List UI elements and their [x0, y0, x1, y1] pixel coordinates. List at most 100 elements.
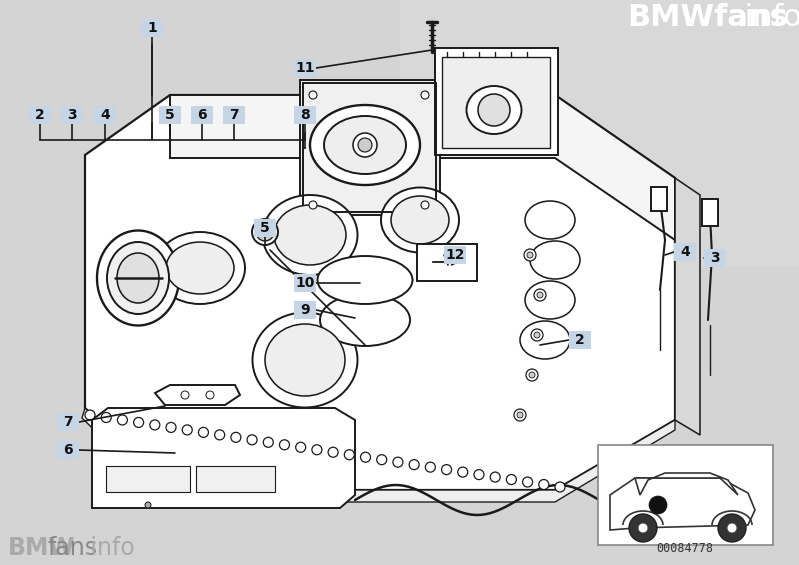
Ellipse shape — [117, 253, 159, 303]
Circle shape — [312, 445, 322, 455]
Text: BMWfans: BMWfans — [627, 3, 788, 33]
Polygon shape — [610, 478, 755, 530]
Circle shape — [376, 455, 387, 464]
FancyBboxPatch shape — [94, 106, 116, 124]
Ellipse shape — [525, 201, 575, 239]
Circle shape — [198, 427, 209, 437]
FancyBboxPatch shape — [106, 466, 190, 492]
Text: 3: 3 — [67, 108, 77, 122]
Text: fans: fans — [48, 536, 98, 560]
Ellipse shape — [317, 256, 412, 304]
FancyBboxPatch shape — [196, 466, 275, 492]
Circle shape — [474, 470, 484, 480]
Polygon shape — [435, 48, 558, 155]
Circle shape — [309, 91, 317, 99]
Text: 3: 3 — [710, 251, 720, 265]
Text: 10: 10 — [296, 276, 315, 290]
Polygon shape — [442, 57, 550, 148]
Circle shape — [215, 430, 225, 440]
Circle shape — [117, 415, 127, 425]
Ellipse shape — [525, 281, 575, 319]
Ellipse shape — [467, 86, 522, 134]
Text: .info: .info — [736, 3, 799, 33]
Circle shape — [727, 523, 737, 533]
FancyBboxPatch shape — [294, 106, 316, 124]
Circle shape — [529, 372, 535, 378]
FancyBboxPatch shape — [57, 413, 79, 431]
Text: 1: 1 — [147, 21, 157, 35]
Circle shape — [514, 409, 526, 421]
Circle shape — [478, 94, 510, 126]
Polygon shape — [170, 95, 675, 240]
Circle shape — [247, 435, 257, 445]
Ellipse shape — [324, 116, 406, 174]
Circle shape — [145, 502, 151, 508]
Circle shape — [638, 523, 648, 533]
FancyBboxPatch shape — [651, 187, 667, 211]
FancyBboxPatch shape — [294, 301, 316, 319]
Text: 9: 9 — [300, 303, 310, 317]
Circle shape — [181, 391, 189, 399]
Circle shape — [264, 437, 273, 447]
Circle shape — [649, 496, 667, 514]
FancyBboxPatch shape — [294, 59, 316, 77]
Circle shape — [490, 472, 500, 482]
Circle shape — [425, 462, 435, 472]
FancyBboxPatch shape — [159, 106, 181, 124]
Circle shape — [531, 329, 543, 341]
Circle shape — [534, 289, 546, 301]
Circle shape — [344, 450, 354, 460]
Text: BMW: BMW — [8, 536, 75, 560]
Circle shape — [280, 440, 289, 450]
Text: 4: 4 — [680, 245, 690, 259]
Circle shape — [458, 467, 467, 477]
Circle shape — [256, 223, 274, 241]
Text: 4: 4 — [100, 108, 110, 122]
Circle shape — [718, 514, 746, 542]
Text: 2: 2 — [575, 333, 585, 347]
Circle shape — [231, 432, 240, 442]
Circle shape — [85, 410, 95, 420]
Circle shape — [360, 452, 371, 462]
Polygon shape — [155, 385, 240, 405]
Circle shape — [150, 420, 160, 430]
FancyBboxPatch shape — [704, 249, 726, 267]
Text: 6: 6 — [63, 443, 73, 457]
Text: 2: 2 — [35, 108, 45, 122]
FancyBboxPatch shape — [29, 106, 51, 124]
FancyBboxPatch shape — [294, 274, 316, 292]
Text: 7: 7 — [229, 108, 239, 122]
Ellipse shape — [310, 105, 420, 185]
Circle shape — [358, 138, 372, 152]
Text: .info: .info — [83, 536, 135, 560]
Circle shape — [539, 480, 549, 489]
Circle shape — [353, 133, 377, 157]
Circle shape — [133, 418, 144, 428]
FancyBboxPatch shape — [702, 199, 718, 226]
Polygon shape — [675, 178, 700, 435]
Ellipse shape — [381, 188, 459, 253]
Polygon shape — [92, 408, 355, 508]
FancyBboxPatch shape — [444, 246, 466, 264]
Circle shape — [555, 482, 565, 492]
Circle shape — [252, 219, 278, 245]
Text: 11: 11 — [296, 61, 315, 75]
Ellipse shape — [265, 324, 345, 396]
Ellipse shape — [155, 232, 245, 304]
Circle shape — [393, 457, 403, 467]
Text: 00084778: 00084778 — [657, 542, 714, 555]
Ellipse shape — [166, 242, 234, 294]
Circle shape — [527, 252, 533, 258]
Circle shape — [409, 460, 419, 470]
Circle shape — [537, 292, 543, 298]
Text: 8: 8 — [300, 108, 310, 122]
Text: 5: 5 — [165, 108, 175, 122]
Ellipse shape — [530, 241, 580, 279]
Text: 12: 12 — [445, 248, 465, 262]
Ellipse shape — [391, 196, 449, 244]
Text: 5: 5 — [260, 221, 270, 235]
Circle shape — [534, 332, 540, 338]
Circle shape — [517, 412, 523, 418]
FancyBboxPatch shape — [57, 441, 79, 459]
Circle shape — [309, 201, 317, 209]
